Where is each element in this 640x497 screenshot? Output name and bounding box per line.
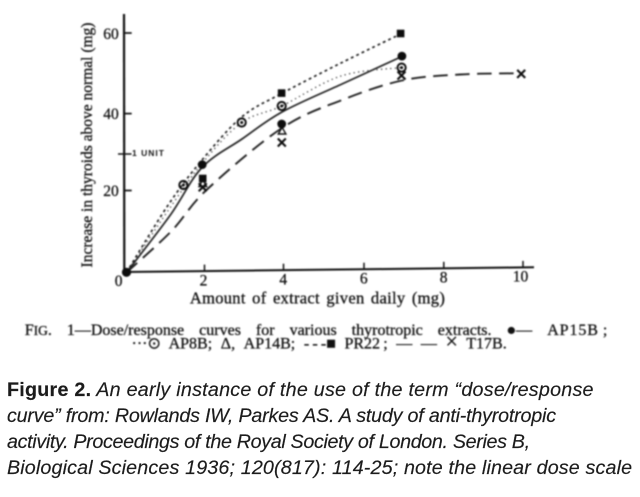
svg-text:Amount of extract given daily: Amount of extract given daily (mg) [190, 288, 445, 307]
svg-text:6: 6 [360, 271, 368, 288]
svg-text:0: 0 [115, 273, 123, 290]
svg-text:2: 2 [200, 272, 208, 289]
svg-text:60: 60 [103, 26, 119, 43]
svg-text:4: 4 [279, 272, 287, 289]
svg-text:Increase in thyroids above nor: Increase in thyroids above normal (mg) [79, 23, 96, 268]
svg-text:20: 20 [103, 183, 119, 200]
svg-text:10: 10 [513, 269, 529, 286]
svg-text:1 UNIT: 1 UNIT [132, 148, 165, 158]
svg-text:8: 8 [440, 270, 448, 287]
svg-text:40: 40 [103, 106, 119, 123]
svg-text:FIG. 1—Dose/response curves fo: FIG. 1—Dose/response curves for various … [25, 322, 609, 339]
